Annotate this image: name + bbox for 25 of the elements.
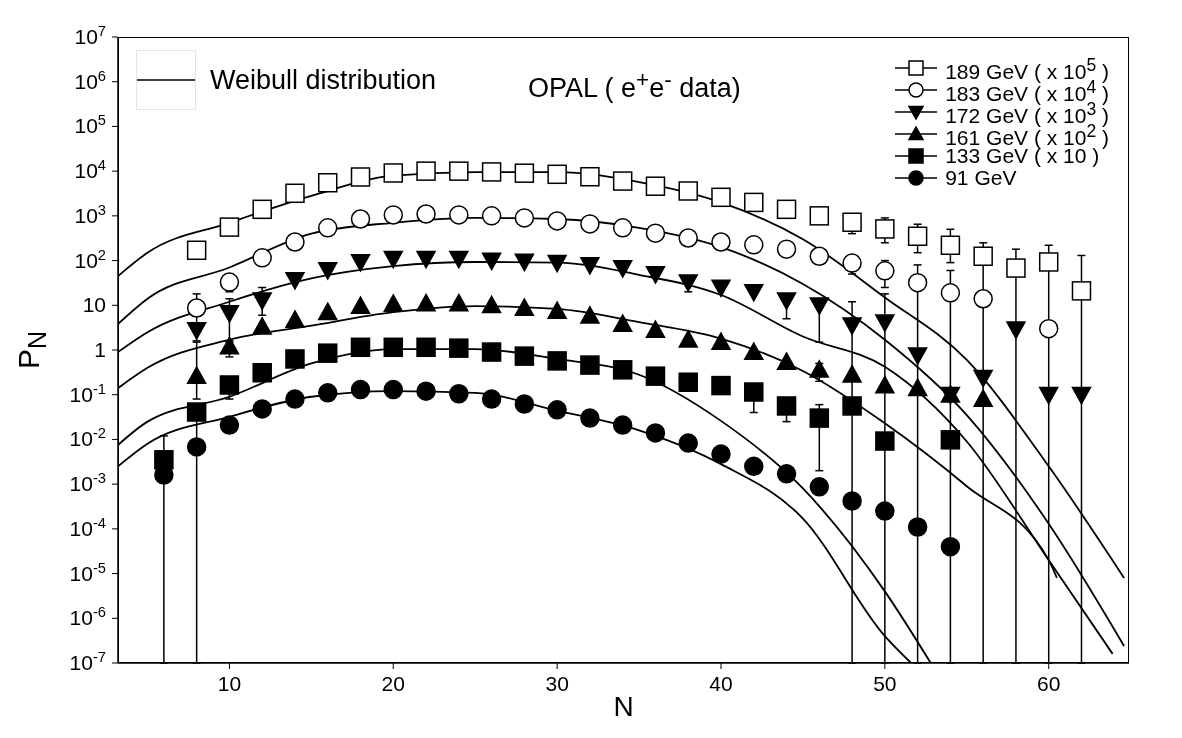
y-tick-label: 10$^{7}$ bbox=[74, 23, 106, 48]
y-tick-label: 10$^{4}$ bbox=[74, 157, 106, 183]
y-tick-label: 10$^{-4}$ bbox=[69, 514, 106, 540]
x-axis-title: N bbox=[613, 691, 634, 722]
y-tick-label: 10$^{-7}$ bbox=[69, 649, 106, 674]
x-tick-label: 20 bbox=[381, 672, 405, 695]
x-tick-label: 60 bbox=[1037, 672, 1061, 695]
y-tick-label: 10$^{5}$ bbox=[74, 112, 106, 138]
y-tick-label: 10$^{-6}$ bbox=[69, 604, 106, 630]
legend-label: 91 GeV bbox=[945, 166, 1017, 189]
legend-label: Weibull distribution bbox=[210, 64, 437, 96]
y-tick-label: 10$^{3}$ bbox=[74, 201, 106, 227]
x-tick-label: 50 bbox=[873, 672, 897, 695]
x-tick-label: 40 bbox=[709, 672, 733, 695]
y-tick-label: 10$^{-1}$ bbox=[69, 380, 106, 406]
annotation: OPAL ( e$^{+}$e$^{-}$ data) bbox=[528, 67, 741, 104]
x-tick-label: 30 bbox=[545, 672, 569, 695]
y-tick-label: 10$^{-3}$ bbox=[69, 470, 106, 496]
x-tick-label: 10 bbox=[217, 672, 242, 695]
y-tick-label: 10$^{6}$ bbox=[74, 67, 106, 93]
y-tick-label: 10 bbox=[82, 293, 106, 317]
y-tick-label: 1 bbox=[94, 338, 106, 361]
y-tick-label: 10$^{2}$ bbox=[74, 246, 106, 272]
y-tick-label: 10$^{-5}$ bbox=[69, 559, 106, 585]
y-tick-label: 10$^{-2}$ bbox=[69, 425, 106, 451]
